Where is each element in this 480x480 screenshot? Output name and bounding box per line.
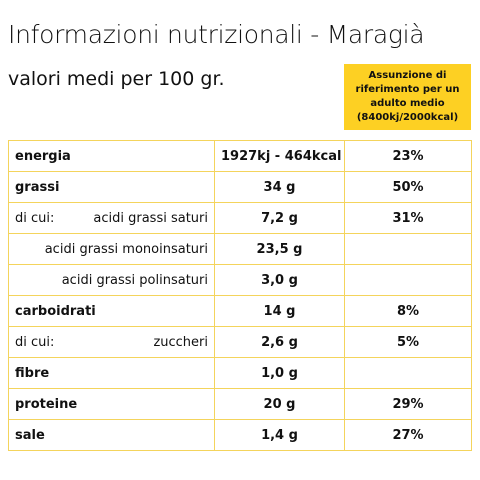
value: 23,5 g <box>256 241 303 257</box>
percent: 23% <box>392 148 424 164</box>
label-cell: carboidrati <box>8 295 215 327</box>
label-cell: sale <box>8 419 215 451</box>
percent-cell <box>344 357 472 389</box>
table-row: grassi 34 g 50% <box>8 171 472 203</box>
value: 2,6 g <box>261 334 298 350</box>
row-label: fibre <box>15 365 50 381</box>
row-label: proteine <box>15 396 78 412</box>
percent: 5% <box>396 334 420 350</box>
table-row: acidi grassi polinsaturi 3,0 g <box>8 264 472 296</box>
label-cell: di cui: zuccheri <box>8 326 215 358</box>
percent: 29% <box>392 396 424 412</box>
value-cell: 20 g <box>214 388 345 420</box>
table-row: proteine 20 g 29% <box>8 388 472 420</box>
percent-cell: 23% <box>344 140 472 172</box>
value-cell: 7,2 g <box>214 202 345 234</box>
reference-note: Assunzione di riferimento per un adulto me… <box>344 64 471 130</box>
percent-cell <box>344 233 472 265</box>
row-label: zuccheri <box>153 334 208 350</box>
note-line: (8400kj/2000kcal) <box>356 112 459 123</box>
table-row: fibre 1,0 g <box>8 357 472 389</box>
value: 1927kj - 464kcal <box>221 148 342 164</box>
value: 7,2 g <box>261 210 298 226</box>
value-cell: 1927kj - 464kcal <box>214 140 345 172</box>
table-row: energia 1927kj - 464kcal 23% <box>8 140 472 172</box>
value: 1,0 g <box>261 365 298 381</box>
value: 3,0 g <box>261 272 298 288</box>
value-cell: 1,4 g <box>214 419 345 451</box>
value-cell: 1,0 g <box>214 357 345 389</box>
note-line: adulto medio <box>370 98 445 109</box>
value-cell: 14 g <box>214 295 345 327</box>
row-label: acidi grassi monoinsaturi <box>44 241 208 257</box>
label-cell: di cui: acidi grassi saturi <box>8 202 215 234</box>
percent-cell: 5% <box>344 326 472 358</box>
value-cell: 34 g <box>214 171 345 203</box>
percent-cell: 50% <box>344 171 472 203</box>
table-row: di cui: acidi grassi saturi 7,2 g 31% <box>8 202 472 234</box>
percent: 50% <box>392 179 424 195</box>
table-row: sale 1,4 g 27% <box>8 419 472 451</box>
percent: 27% <box>392 427 424 443</box>
prefix: di cui: <box>15 334 55 350</box>
row-label: acidi grassi polinsaturi <box>61 272 208 288</box>
percent: 8% <box>396 303 420 319</box>
table-row: di cui: zuccheri 2,6 g 5% <box>8 326 472 358</box>
value-cell: 3,0 g <box>214 264 345 296</box>
row-label: grassi <box>15 179 60 195</box>
label-cell: fibre <box>8 357 215 389</box>
label-cell: acidi grassi polinsaturi <box>8 264 215 296</box>
value: 14 g <box>263 303 296 319</box>
percent-cell: 31% <box>344 202 472 234</box>
row-label: sale <box>15 427 45 443</box>
title: Informazioni nutrizionali - Maragià <box>8 20 425 49</box>
table-row: carboidrati 14 g 8% <box>8 295 472 327</box>
prefix: di cui: <box>15 210 55 226</box>
percent-cell: 27% <box>344 419 472 451</box>
value: 34 g <box>263 179 296 195</box>
percent-cell: 29% <box>344 388 472 420</box>
label-cell: grassi <box>8 171 215 203</box>
value-cell: 2,6 g <box>214 326 345 358</box>
row-label: energia <box>15 148 71 164</box>
label-cell: energia <box>8 140 215 172</box>
note-line: Assunzione di <box>368 70 447 81</box>
value: 1,4 g <box>261 427 298 443</box>
row-label: acidi grassi saturi <box>93 210 208 226</box>
percent: 31% <box>392 210 424 226</box>
label-cell: acidi grassi monoinsaturi <box>8 233 215 265</box>
label-cell: proteine <box>8 388 215 420</box>
note-line: riferimento per un <box>355 84 460 95</box>
percent-cell <box>344 264 472 296</box>
nutrition-table: energia 1927kj - 464kcal 23% grassi 34 g 50% d… <box>8 140 472 451</box>
table-row: acidi grassi monoinsaturi 23,5 g <box>8 233 472 265</box>
row-label: carboidrati <box>15 303 96 319</box>
value: 20 g <box>263 396 296 412</box>
subtitle: valori medi per 100 gr. <box>8 68 225 90</box>
value-cell: 23,5 g <box>214 233 345 265</box>
percent-cell: 8% <box>344 295 472 327</box>
